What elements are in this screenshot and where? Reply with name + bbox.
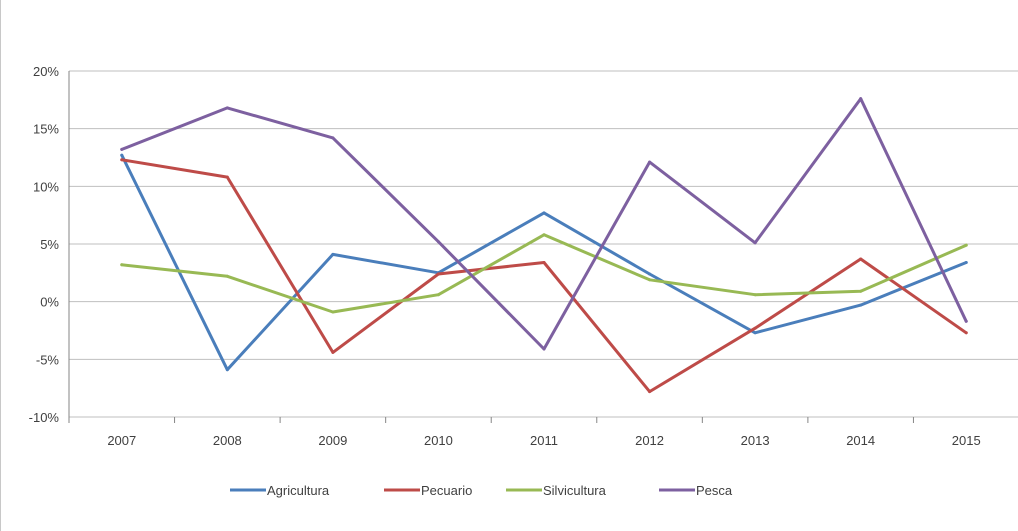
y-tick-label: 5% (40, 237, 59, 252)
data-point-pecuario (225, 175, 229, 179)
data-point-pesca (753, 241, 757, 245)
data-point-pecuario (753, 326, 757, 330)
data-point-pesca (964, 319, 968, 323)
legend-label-agricultura: Agricultura (267, 483, 330, 498)
legend-label-pesca: Pesca (696, 483, 733, 498)
data-point-agricultura (225, 368, 229, 372)
data-point-silvicultura (331, 310, 335, 314)
data-point-agricultura (753, 331, 757, 335)
y-tick-label: 20% (33, 64, 59, 79)
data-point-silvicultura (753, 293, 757, 297)
x-tick-label: 2012 (635, 433, 664, 448)
data-point-silvicultura (648, 278, 652, 282)
legend-label-pecuario: Pecuario (421, 483, 472, 498)
y-tick-label: 15% (33, 122, 59, 137)
data-point-pesca (225, 106, 229, 110)
data-point-pecuario (542, 260, 546, 264)
x-tick-label: 2010 (424, 433, 453, 448)
data-point-pesca (120, 147, 124, 151)
data-point-agricultura (120, 153, 124, 157)
data-point-silvicultura (542, 233, 546, 237)
data-point-pecuario (964, 331, 968, 335)
data-point-pesca (542, 347, 546, 351)
x-tick-label: 2014 (846, 433, 875, 448)
data-point-pesca (648, 160, 652, 164)
data-point-agricultura (648, 272, 652, 276)
data-point-agricultura (964, 260, 968, 264)
data-point-pesca (859, 97, 863, 101)
data-point-pecuario (859, 257, 863, 261)
legend-label-silvicultura: Silvicultura (543, 483, 607, 498)
y-tick-label: 10% (33, 179, 59, 194)
x-tick-label: 2013 (741, 433, 770, 448)
data-point-pecuario (436, 272, 440, 276)
data-point-pecuario (331, 350, 335, 354)
data-point-silvicultura (225, 274, 229, 278)
data-point-silvicultura (120, 263, 124, 267)
data-point-pecuario (648, 390, 652, 394)
series-line-pecuario (120, 158, 968, 394)
y-tick-label: 0% (40, 295, 59, 310)
data-point-silvicultura (859, 289, 863, 293)
data-point-silvicultura (436, 293, 440, 297)
data-point-pesca (331, 136, 335, 140)
data-point-agricultura (542, 211, 546, 215)
x-tick-label: 2011 (530, 433, 558, 448)
y-tick-label: -10% (29, 410, 60, 425)
x-tick-label: 2009 (318, 433, 347, 448)
x-tick-label: 2007 (107, 433, 136, 448)
data-point-pesca (436, 240, 440, 244)
y-tick-label: -5% (36, 352, 60, 367)
data-point-silvicultura (964, 243, 968, 247)
data-point-agricultura (331, 252, 335, 256)
data-point-pecuario (120, 158, 124, 162)
x-tick-label: 2008 (213, 433, 242, 448)
x-tick-label: 2015 (952, 433, 981, 448)
data-point-agricultura (859, 303, 863, 307)
